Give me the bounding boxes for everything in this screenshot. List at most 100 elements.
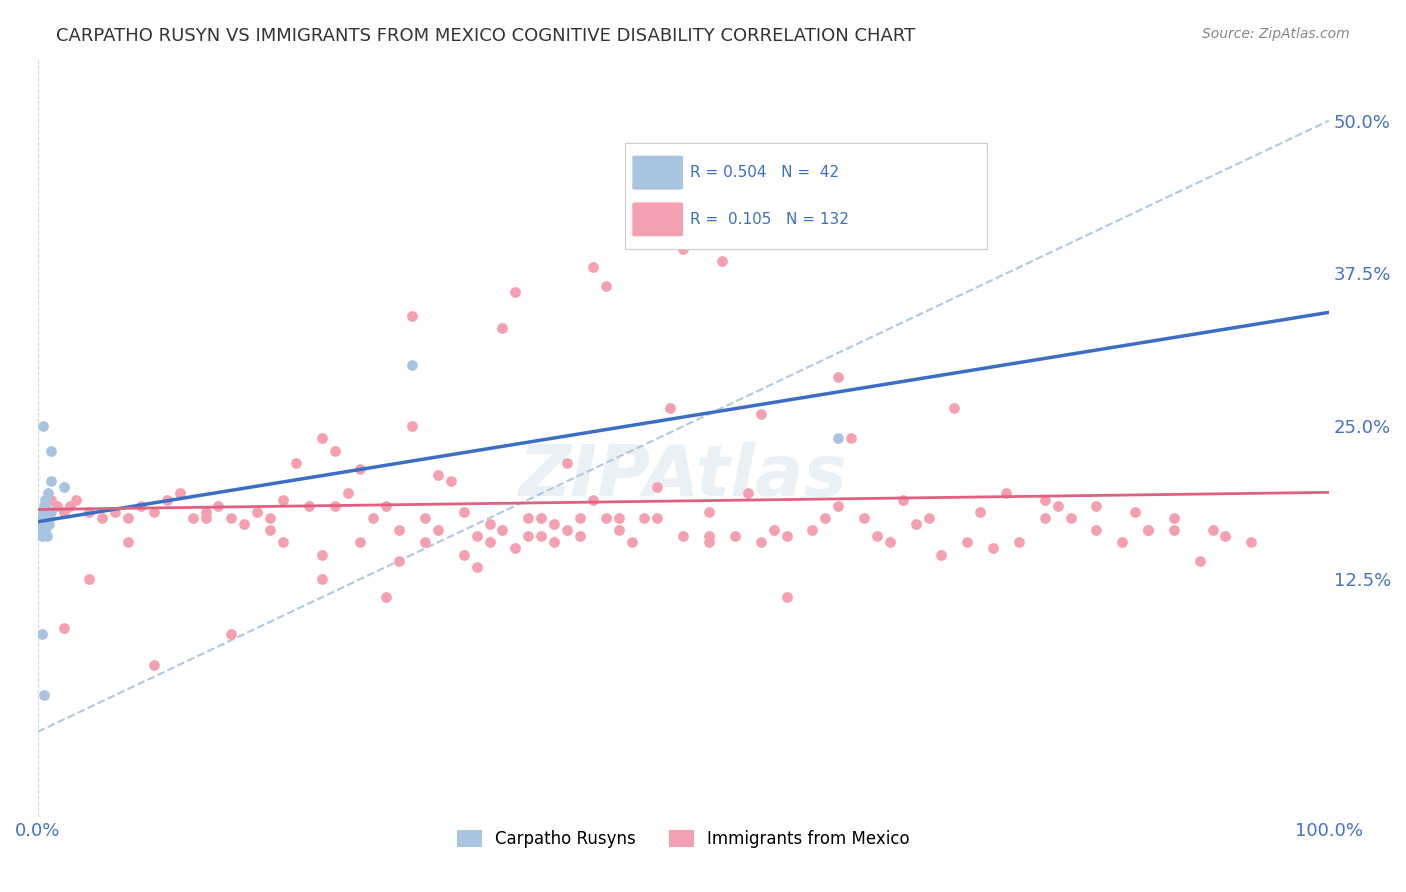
- Point: [1215, 529, 1237, 543]
- Point: [478, 535, 501, 549]
- Point: [453, 505, 475, 519]
- Point: [311, 432, 333, 446]
- Point: [697, 505, 720, 519]
- Point: [34, 499, 56, 513]
- Point: [543, 516, 565, 531]
- Point: [34, 523, 56, 537]
- Point: [349, 535, 371, 549]
- Point: [32, 499, 55, 513]
- Point: [221, 511, 243, 525]
- Point: [517, 529, 540, 543]
- Point: [1059, 511, 1081, 525]
- Point: [311, 548, 333, 562]
- Point: [142, 657, 165, 672]
- Point: [697, 529, 720, 543]
- Point: [271, 535, 294, 549]
- Point: [413, 511, 436, 525]
- Point: [31, 516, 53, 531]
- Point: [401, 358, 423, 372]
- Point: [246, 505, 269, 519]
- Point: [633, 205, 655, 219]
- Point: [323, 443, 346, 458]
- Point: [672, 529, 695, 543]
- Point: [543, 535, 565, 549]
- Point: [814, 511, 837, 525]
- Point: [375, 499, 398, 513]
- Point: [31, 511, 53, 525]
- Point: [31, 516, 53, 531]
- Point: [52, 505, 75, 519]
- Point: [891, 492, 914, 507]
- Point: [724, 529, 747, 543]
- Point: [323, 499, 346, 513]
- Point: [31, 529, 53, 543]
- Point: [969, 505, 991, 519]
- Text: CARPATHO RUSYN VS IMMIGRANTS FROM MEXICO COGNITIVE DISABILITY CORRELATION CHART: CARPATHO RUSYN VS IMMIGRANTS FROM MEXICO…: [56, 27, 915, 45]
- Point: [37, 511, 59, 525]
- Point: [401, 419, 423, 434]
- Point: [491, 321, 513, 335]
- Point: [1033, 492, 1056, 507]
- Point: [775, 187, 797, 202]
- Point: [1046, 499, 1069, 513]
- Point: [775, 591, 797, 605]
- Point: [530, 511, 553, 525]
- Point: [672, 242, 695, 256]
- Point: [827, 499, 849, 513]
- Point: [363, 511, 385, 525]
- Point: [453, 548, 475, 562]
- Point: [38, 505, 60, 519]
- Point: [582, 260, 605, 275]
- Point: [52, 480, 75, 494]
- Point: [568, 529, 591, 543]
- Point: [35, 511, 58, 525]
- Point: [375, 591, 398, 605]
- Point: [65, 492, 87, 507]
- Point: [762, 523, 785, 537]
- Point: [388, 554, 411, 568]
- Point: [530, 529, 553, 543]
- Point: [568, 511, 591, 525]
- Point: [1137, 523, 1160, 537]
- Point: [207, 499, 229, 513]
- Point: [633, 511, 655, 525]
- Point: [104, 505, 127, 519]
- Point: [839, 432, 862, 446]
- Point: [931, 548, 953, 562]
- Point: [31, 511, 53, 525]
- Point: [336, 486, 359, 500]
- Point: [35, 529, 58, 543]
- Point: [517, 511, 540, 525]
- Point: [129, 499, 152, 513]
- Text: ZIPAtlas: ZIPAtlas: [519, 442, 848, 511]
- Point: [388, 523, 411, 537]
- Point: [440, 475, 463, 489]
- Point: [505, 541, 527, 556]
- Point: [39, 492, 62, 507]
- Point: [34, 516, 56, 531]
- Point: [31, 419, 53, 434]
- Point: [32, 523, 55, 537]
- Point: [943, 401, 966, 415]
- Point: [995, 486, 1018, 500]
- Point: [465, 559, 488, 574]
- Point: [956, 535, 979, 549]
- Point: [1033, 511, 1056, 525]
- Point: [31, 516, 53, 531]
- Point: [1240, 535, 1263, 549]
- Point: [1085, 499, 1108, 513]
- Point: [505, 285, 527, 299]
- Point: [659, 401, 682, 415]
- Point: [32, 505, 55, 519]
- Point: [31, 627, 53, 641]
- Point: [349, 462, 371, 476]
- Point: [465, 529, 488, 543]
- Point: [413, 535, 436, 549]
- Point: [866, 529, 889, 543]
- Point: [827, 370, 849, 384]
- Point: [31, 505, 53, 519]
- Point: [801, 523, 824, 537]
- Point: [749, 535, 772, 549]
- Point: [620, 535, 643, 549]
- Point: [59, 499, 82, 513]
